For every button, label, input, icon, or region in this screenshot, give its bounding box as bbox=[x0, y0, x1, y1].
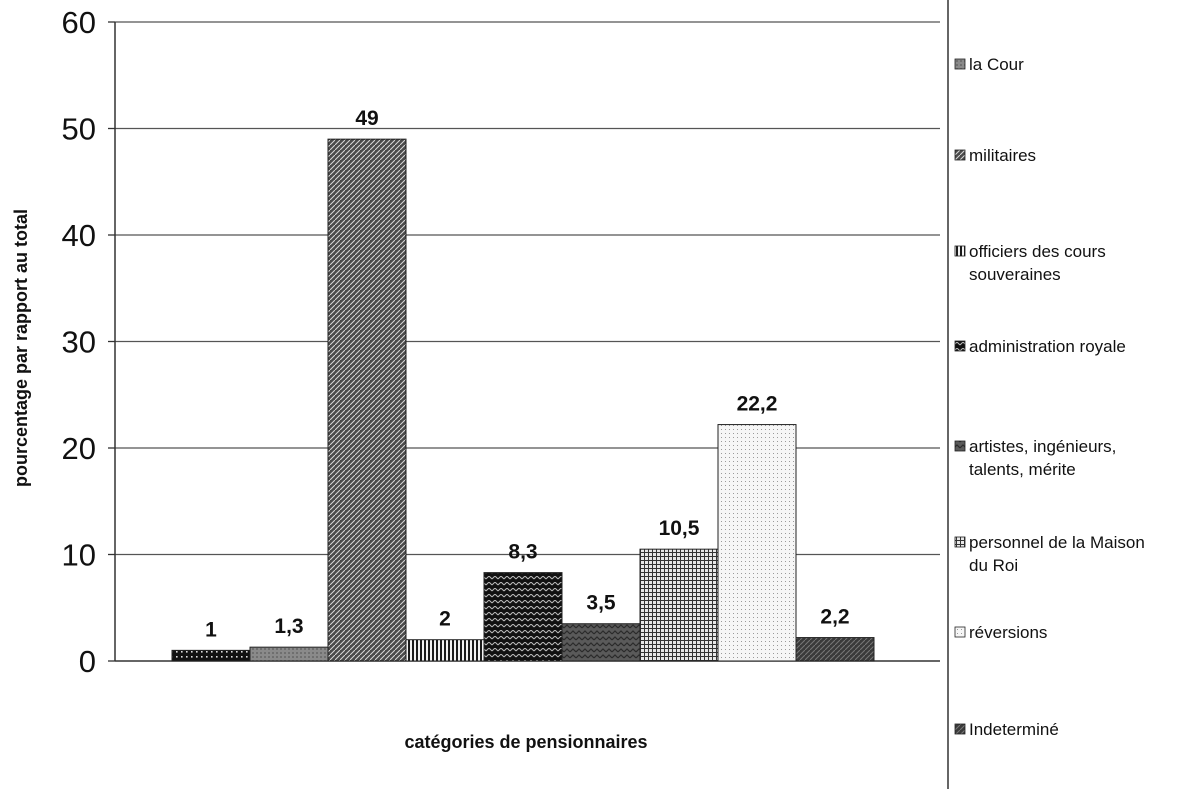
data-label: 1 bbox=[205, 618, 217, 641]
legend-label: la Cour bbox=[969, 55, 1024, 74]
legend-label: omentis bbox=[985, 0, 1045, 2]
bar-7 bbox=[717, 424, 797, 662]
bars bbox=[171, 138, 875, 662]
bar-6 bbox=[639, 548, 719, 662]
legend-swatch bbox=[954, 723, 966, 735]
legend: omentis la Cour militaires officiers des co… bbox=[954, 0, 1145, 739]
data-label: 49 bbox=[355, 107, 378, 130]
bar-3 bbox=[405, 639, 485, 662]
legend-swatch bbox=[954, 340, 966, 352]
bar-5 bbox=[561, 623, 641, 662]
y-tick-label: 10 bbox=[62, 538, 96, 573]
bar-4 bbox=[483, 572, 563, 662]
y-tick-label: 30 bbox=[62, 325, 96, 360]
legend-label: militaires bbox=[969, 146, 1036, 165]
x-axis-title: catégories de pensionnaires bbox=[404, 732, 647, 752]
y-tick-label: 50 bbox=[62, 112, 96, 147]
legend-label: talents, mérite bbox=[969, 460, 1076, 479]
data-label: 8,3 bbox=[508, 541, 537, 564]
data-labels: 1 1,3 49 2 8,3 3,5 10,5 22,2 2,2 bbox=[205, 107, 849, 641]
legend-label: artistes, ingénieurs, bbox=[969, 437, 1116, 456]
legend-label: administration royale bbox=[969, 337, 1126, 356]
gridlines bbox=[115, 21, 940, 556]
y-tick-label: 40 bbox=[62, 218, 96, 253]
legend-label: personnel de la Maison bbox=[969, 533, 1145, 552]
legend-label: réversions bbox=[969, 623, 1047, 642]
legend-swatch bbox=[954, 626, 966, 638]
legend-swatch bbox=[954, 149, 966, 161]
legend-swatch bbox=[954, 440, 966, 452]
legend-swatch bbox=[954, 536, 966, 548]
data-label: 2,2 bbox=[820, 606, 849, 629]
y-tick-label: 20 bbox=[62, 431, 96, 466]
legend-swatch bbox=[954, 58, 966, 70]
y-tick-label: 0 bbox=[79, 644, 96, 679]
legend-label: du Roi bbox=[969, 556, 1018, 575]
y-axis-title: pourcentage par rapport au total bbox=[11, 209, 31, 487]
data-label: 10,5 bbox=[659, 517, 700, 540]
bar-2 bbox=[327, 138, 407, 662]
y-tick-label: 60 bbox=[62, 5, 96, 40]
bar-1 bbox=[249, 646, 329, 662]
y-axis-ticks: 0 10 20 30 40 50 60 bbox=[62, 5, 115, 679]
legend-label: officiers des cours bbox=[969, 242, 1106, 261]
legend-label: Indeterminé bbox=[969, 720, 1059, 739]
legend-swatch bbox=[954, 245, 966, 257]
data-label: 22,2 bbox=[737, 393, 778, 416]
bar-0 bbox=[171, 649, 251, 662]
data-label: 2 bbox=[439, 608, 451, 631]
data-label: 3,5 bbox=[586, 592, 616, 615]
bar-8 bbox=[795, 637, 875, 662]
data-label: 1,3 bbox=[274, 615, 303, 638]
legend-label: souveraines bbox=[969, 265, 1061, 284]
